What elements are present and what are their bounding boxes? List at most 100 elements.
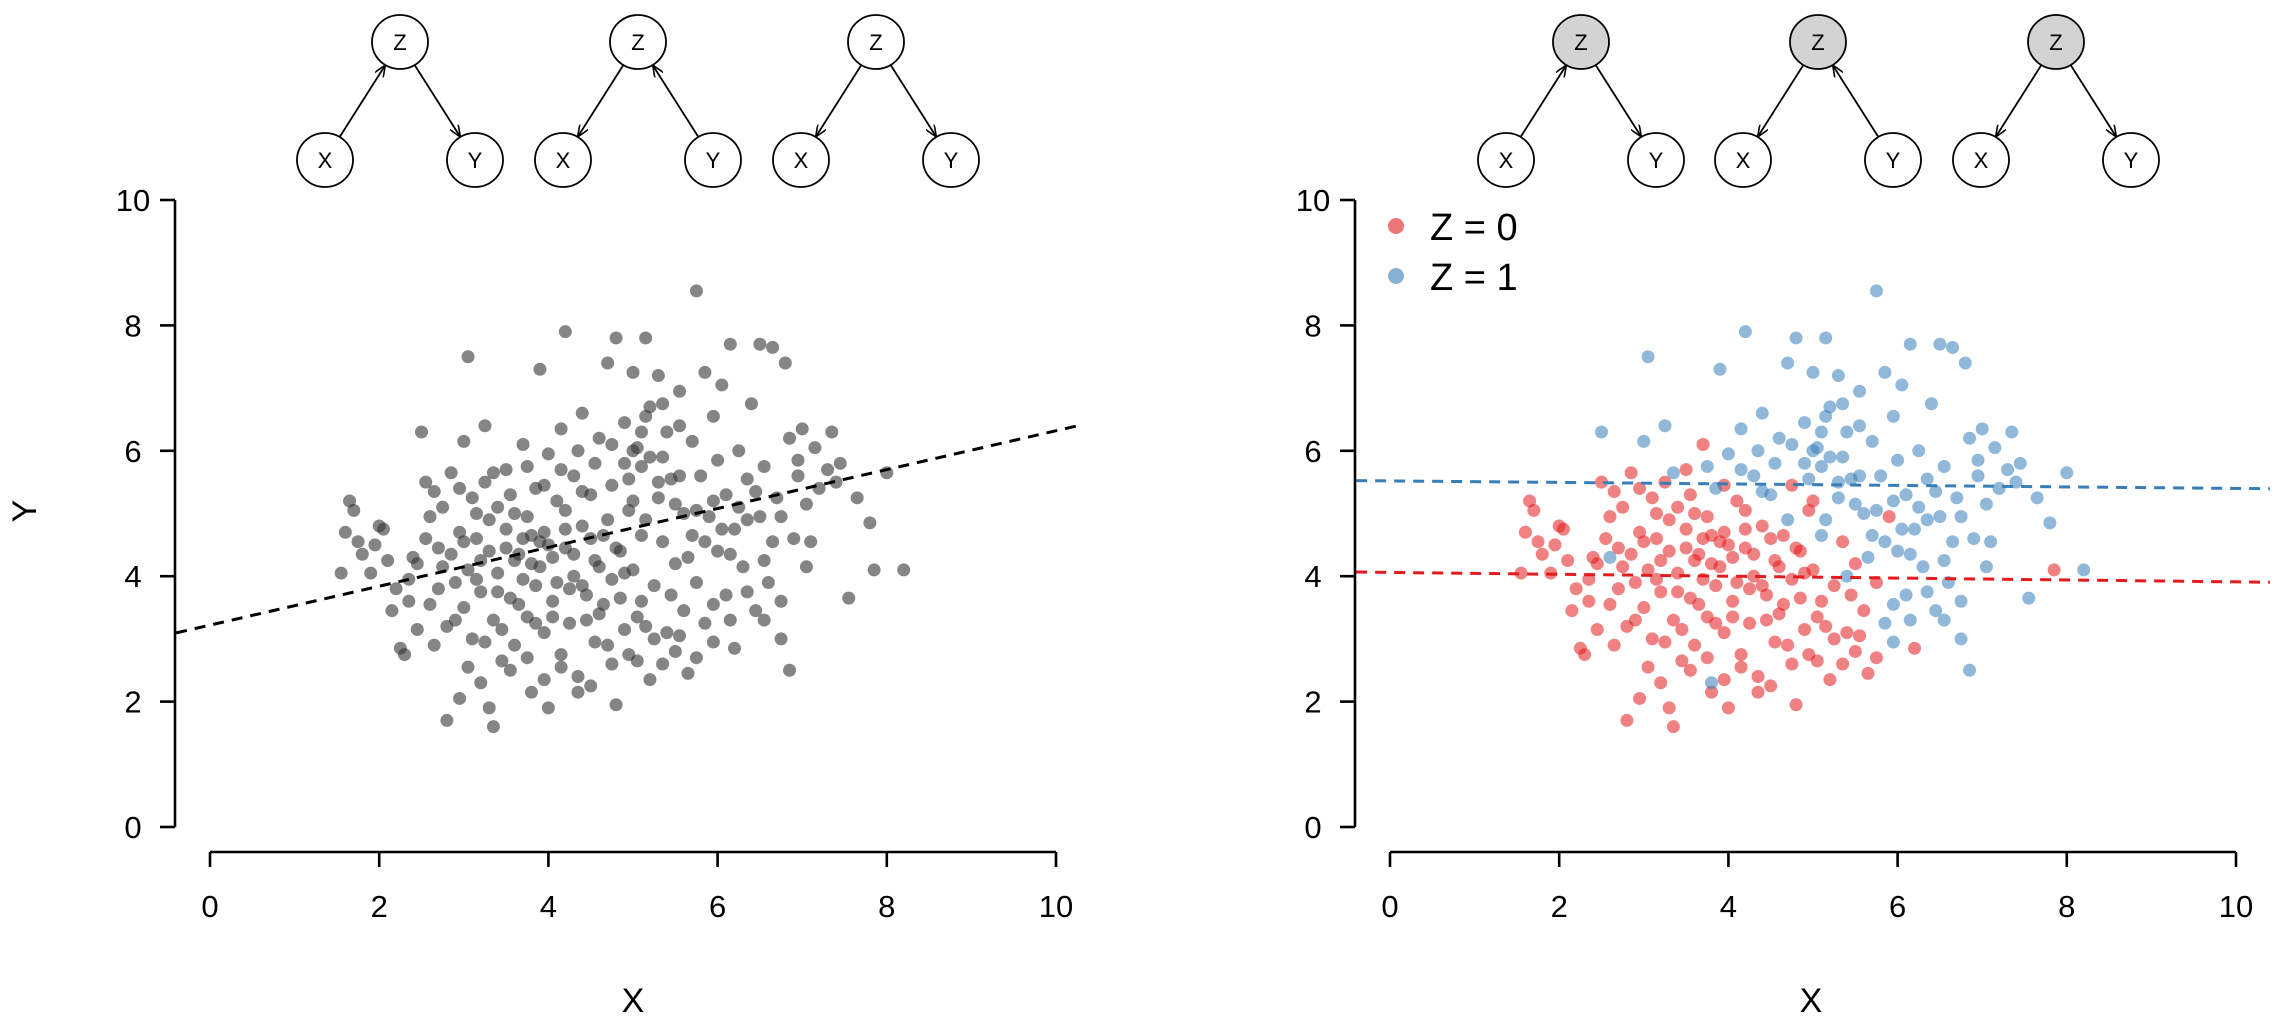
dag-node-label-y: Y bbox=[944, 148, 959, 173]
data-point bbox=[897, 563, 911, 577]
dag-edge bbox=[1594, 64, 1641, 136]
dag-group-left: Z X Y Z X Y Z X Y bbox=[296, 14, 980, 188]
data-point bbox=[668, 497, 682, 511]
data-point bbox=[546, 610, 560, 624]
left-axes: 0 2 4 6 8 10 0 2 4 6 8 10 bbox=[116, 183, 1073, 924]
data-point-z1 bbox=[1958, 356, 1972, 370]
data-point-z1 bbox=[1865, 434, 1879, 448]
data-point bbox=[850, 491, 864, 505]
data-point bbox=[863, 516, 877, 530]
data-point bbox=[508, 638, 522, 652]
data-point bbox=[698, 365, 712, 379]
data-point bbox=[660, 626, 674, 640]
data-point bbox=[681, 550, 695, 564]
data-point-z0 bbox=[1518, 525, 1532, 539]
right-y-tick-label: 10 bbox=[1296, 183, 1330, 218]
data-point bbox=[689, 503, 703, 517]
dag-right-2: Z X Y bbox=[1952, 14, 2160, 188]
data-point-z1 bbox=[1920, 585, 1934, 599]
data-point-z0 bbox=[1654, 585, 1668, 599]
data-point-z0 bbox=[1582, 594, 1596, 608]
dag-node-x bbox=[534, 132, 592, 188]
right-y-tick-label: 0 bbox=[1304, 810, 1321, 845]
data-point-z0 bbox=[1810, 610, 1824, 624]
data-point bbox=[605, 438, 619, 452]
data-point bbox=[791, 469, 805, 483]
data-point-z1 bbox=[1963, 431, 1977, 445]
data-point-z1 bbox=[1836, 450, 1850, 464]
data-point bbox=[444, 466, 458, 480]
data-point-z1 bbox=[1878, 365, 1892, 379]
data-point bbox=[639, 409, 653, 423]
data-point-z1 bbox=[1946, 535, 1960, 549]
left-x-tick-label: 8 bbox=[878, 889, 895, 924]
data-point bbox=[842, 591, 856, 605]
right-y-tick-label: 6 bbox=[1304, 434, 1321, 469]
dag-node-label-z: Z bbox=[2049, 30, 2062, 55]
dag-node-label-x: X bbox=[1736, 148, 1751, 173]
data-point bbox=[605, 572, 619, 586]
data-point bbox=[740, 585, 754, 599]
data-point-z1 bbox=[2001, 463, 2015, 477]
data-point-z0 bbox=[1827, 579, 1841, 593]
data-point bbox=[524, 685, 538, 699]
data-point bbox=[563, 616, 577, 630]
data-point bbox=[351, 535, 365, 549]
data-point-z1 bbox=[1751, 444, 1765, 458]
data-point bbox=[643, 450, 657, 464]
data-point bbox=[639, 331, 653, 345]
data-point bbox=[634, 425, 648, 439]
data-point-z0 bbox=[1764, 532, 1778, 546]
data-point bbox=[821, 463, 835, 477]
data-point bbox=[575, 485, 589, 499]
data-point bbox=[626, 444, 640, 458]
data-point-z0 bbox=[1569, 582, 1583, 596]
data-point bbox=[622, 648, 636, 662]
data-point-z1 bbox=[1755, 485, 1769, 499]
left-y-tick-label: 0 bbox=[124, 810, 141, 845]
data-point-z1 bbox=[1937, 613, 1951, 627]
data-point bbox=[436, 500, 450, 514]
data-point bbox=[453, 691, 467, 705]
data-point-z0 bbox=[1628, 575, 1642, 589]
data-point bbox=[558, 325, 572, 339]
data-point-z0 bbox=[1662, 513, 1676, 527]
data-point bbox=[486, 720, 500, 734]
data-point-z0 bbox=[1624, 547, 1638, 561]
data-point-z0 bbox=[1819, 619, 1833, 633]
data-point-z0 bbox=[1603, 597, 1617, 611]
data-point bbox=[588, 635, 602, 649]
data-point-z1 bbox=[2077, 563, 2091, 577]
data-point-z0 bbox=[1535, 547, 1549, 561]
data-point-z0 bbox=[1578, 648, 1592, 662]
data-point-z0 bbox=[1683, 663, 1697, 677]
data-point bbox=[558, 522, 572, 536]
data-point bbox=[474, 676, 488, 690]
data-point bbox=[529, 616, 543, 630]
left-y-tick-label: 4 bbox=[124, 559, 141, 594]
data-point-z1 bbox=[1840, 569, 1854, 583]
data-point bbox=[774, 632, 788, 646]
data-point bbox=[461, 350, 475, 364]
data-point-z0 bbox=[1666, 613, 1680, 627]
right-x-tick-label: 8 bbox=[2058, 889, 2075, 924]
data-point bbox=[457, 601, 471, 615]
data-point-z0 bbox=[1857, 604, 1871, 618]
data-point-z1 bbox=[1937, 459, 1951, 473]
data-point-z1 bbox=[1954, 594, 1968, 608]
data-point bbox=[499, 522, 513, 536]
data-point bbox=[757, 554, 771, 568]
data-point-z0 bbox=[1611, 582, 1625, 596]
data-point-z0 bbox=[1548, 538, 1562, 552]
data-point bbox=[334, 566, 348, 580]
data-point bbox=[423, 597, 437, 611]
data-point-z0 bbox=[1649, 532, 1663, 546]
data-point bbox=[571, 670, 585, 684]
data-point-z1 bbox=[1984, 535, 1998, 549]
dag-node-label-x: X bbox=[556, 148, 571, 173]
data-point-z0 bbox=[1840, 626, 1854, 640]
data-point-z1 bbox=[1700, 459, 1714, 473]
data-point-z0 bbox=[1654, 554, 1668, 568]
data-point-z0 bbox=[1641, 563, 1655, 577]
data-point bbox=[643, 673, 657, 687]
